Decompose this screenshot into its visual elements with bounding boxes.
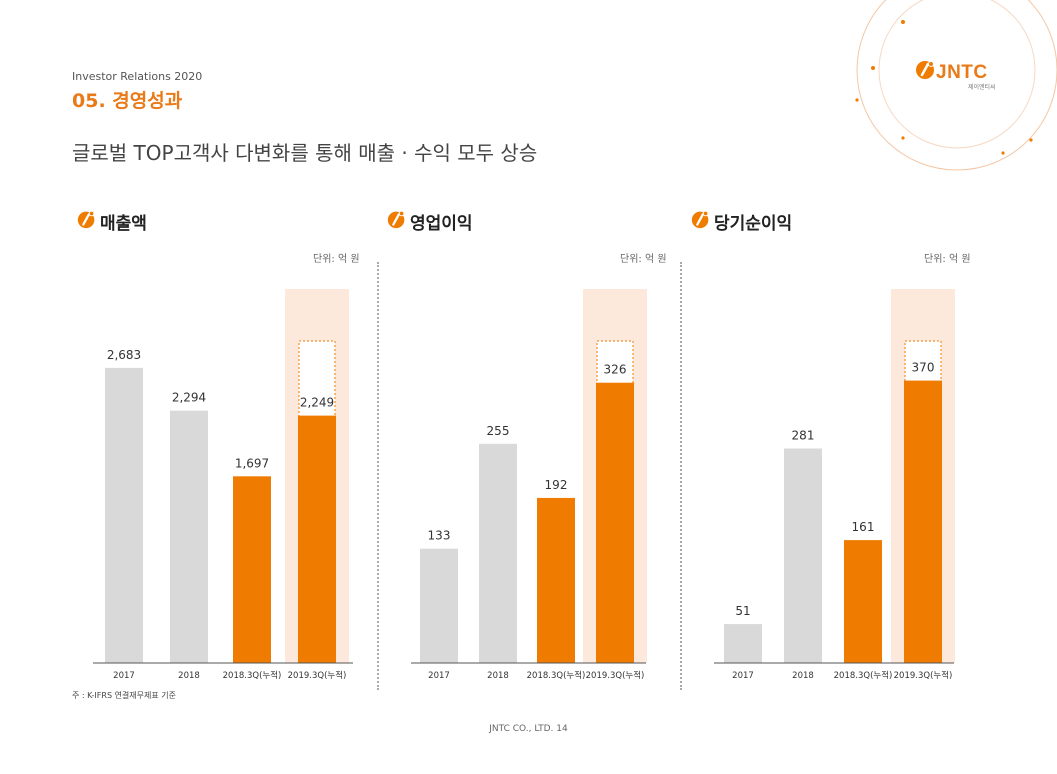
unit-label: 단위: 억 원 (620, 254, 667, 265)
bar (724, 624, 762, 663)
bar (298, 415, 336, 663)
category-label: 2018.3Q(누적) (834, 670, 893, 681)
category-label: 2018 (487, 671, 509, 681)
bar (420, 548, 458, 663)
data-label: 281 (792, 429, 815, 443)
data-label: 255 (487, 424, 510, 438)
data-label: 326 (604, 363, 627, 377)
section-icon (77, 210, 95, 229)
bar (233, 476, 271, 663)
logo-subtext: 제이앤티씨 (968, 84, 996, 91)
chart-title-net-income: 당기순이익 (714, 214, 793, 234)
data-label: 2,294 (172, 391, 206, 405)
section-icon (691, 210, 709, 229)
data-label: 192 (545, 478, 568, 492)
bar (479, 443, 517, 663)
bar (784, 448, 822, 663)
logo-text: JNTC (936, 62, 988, 83)
category-label: 2019.3Q(누적) (894, 670, 953, 681)
category-label: 2018.3Q(누적) (527, 670, 586, 681)
section-icon (387, 210, 405, 229)
unit-label: 단위: 억 원 (313, 254, 360, 265)
footnote: 주 : K-IFRS 연결재무제표 기준 (72, 691, 176, 700)
data-label: 370 (912, 361, 935, 375)
section-title: 05. 경영성과 (72, 90, 183, 112)
data-label: 133 (428, 529, 451, 543)
data-label: 51 (735, 604, 750, 618)
category-label: 2019.3Q(누적) (586, 670, 645, 681)
ir-label: Investor Relations 2020 (72, 70, 203, 83)
category-label: 2018 (792, 671, 814, 681)
chart-title-operating-profit: 영업이익 (410, 214, 473, 234)
logo-icon (916, 61, 934, 79)
bar (904, 380, 942, 663)
chart-divider (377, 262, 379, 690)
bar (844, 540, 882, 663)
data-label: 161 (852, 520, 875, 534)
category-label: 2017 (113, 671, 135, 681)
category-label: 2019.3Q(누적) (288, 670, 347, 681)
unit-label: 단위: 억 원 (924, 254, 971, 265)
data-label: 2,683 (107, 348, 141, 362)
logo-decoration (855, 0, 1057, 171)
data-label: 2,249 (300, 396, 334, 410)
page-footer: JNTC CO., LTD. 14 (489, 724, 568, 734)
page-subtitle: 글로벌 TOP고객사 다변화를 통해 매출 · 수익 모두 상승 (72, 141, 538, 165)
data-label: 1,697 (235, 456, 269, 470)
chart-divider (680, 262, 682, 690)
category-label: 2018.3Q(누적) (223, 670, 282, 681)
category-label: 2017 (732, 671, 754, 681)
category-label: 2018 (178, 671, 200, 681)
bar (537, 497, 575, 663)
bar (170, 410, 208, 663)
chart-title-revenue: 매출액 (100, 214, 147, 234)
category-label: 2017 (428, 671, 450, 681)
bar (105, 367, 143, 663)
bar (596, 382, 634, 663)
